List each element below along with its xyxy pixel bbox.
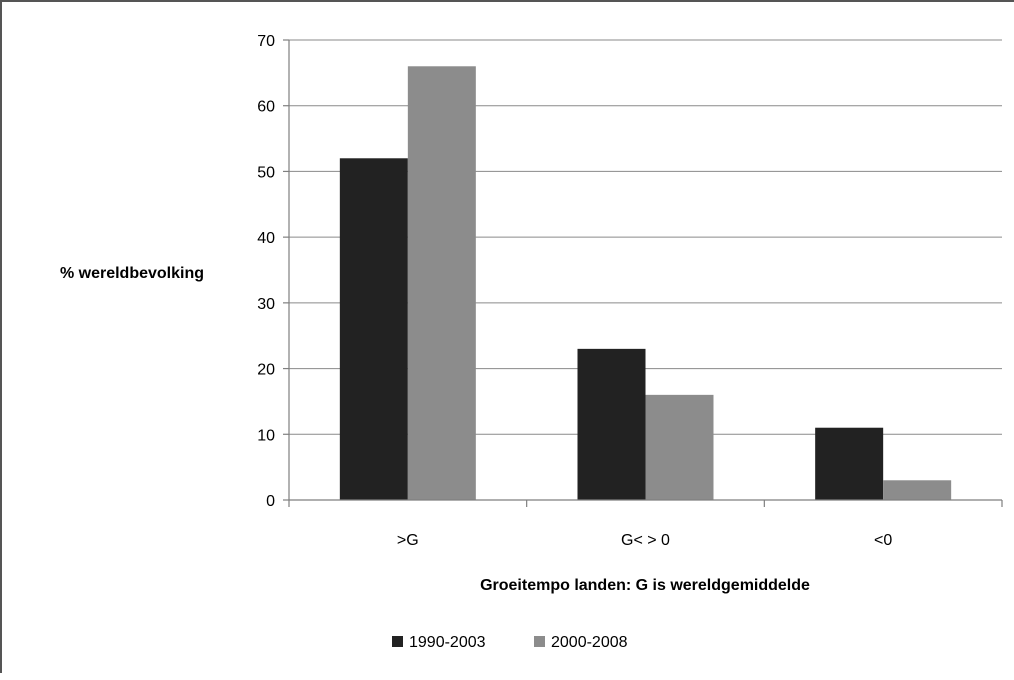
y-axis-title: % wereldbevolking [60, 265, 204, 282]
y-tick-label: 70 [257, 33, 275, 50]
legend-swatch-2000-2008 [534, 636, 545, 647]
y-tick-label: 0 [266, 493, 275, 510]
legend: 1990-2003 2000-2008 [392, 634, 628, 651]
y-tick-label: 10 [257, 427, 275, 444]
legend-label-1990-2003: 1990-2003 [409, 634, 486, 651]
bar-1990-2003->G [339, 158, 408, 501]
bar-1990-2003-<0 [815, 427, 884, 500]
y-tick-label: 20 [257, 362, 275, 379]
y-tick-label: 40 [257, 230, 275, 247]
x-axis-title: Groeitempo landen: G is wereldgemiddelde [480, 577, 810, 594]
bars [339, 66, 952, 501]
bar-2000-2008->G [407, 66, 476, 501]
x-tick-label: <0 [874, 532, 892, 549]
bar-2000-2008-G< > 0 [645, 394, 714, 500]
legend-swatch-1990-2003 [392, 636, 403, 647]
x-tick-label: G< > 0 [621, 532, 670, 549]
x-tick-labels: >G G< > 0 <0 [288, 500, 1003, 549]
y-tick-label: 60 [257, 99, 275, 116]
bar-1990-2003-G< > 0 [577, 348, 646, 500]
legend-label-2000-2008: 2000-2008 [551, 634, 628, 651]
axes [288, 40, 1002, 501]
x-tick-label: >G [397, 532, 419, 549]
bar-2000-2008-<0 [883, 480, 952, 500]
y-tick-labels: 0 10 20 30 40 50 60 70 [257, 33, 289, 510]
y-tick-label: 50 [257, 164, 275, 181]
y-tick-label: 30 [257, 296, 275, 313]
